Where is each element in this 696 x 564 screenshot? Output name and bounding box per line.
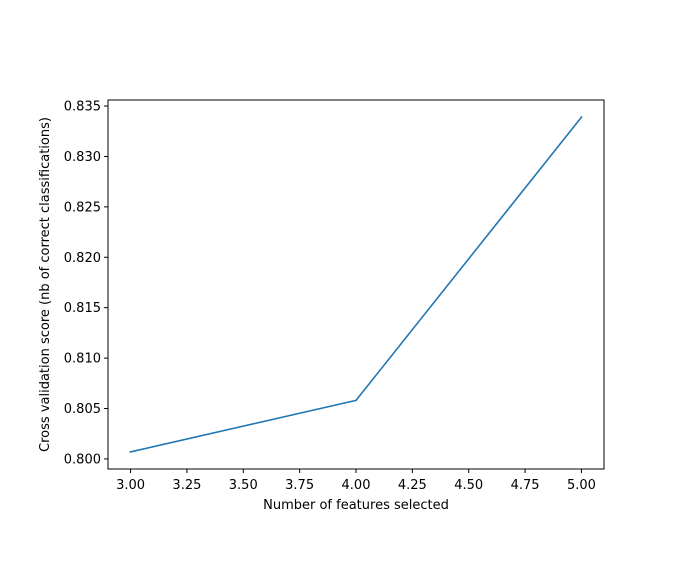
data-point: [355, 399, 357, 402]
x-axis-label: Number of features selected: [263, 498, 449, 513]
data-point: [129, 451, 132, 453]
y-axis: 0.800 0.805 0.810 0.815 0.820 0.825 0.830 0.835: [64, 100, 108, 467]
x-tick-label: 3.50: [229, 478, 258, 493]
x-tick-label: 4.25: [398, 478, 427, 493]
axes-frame: [107, 99, 605, 470]
x-tick-label: 4.50: [454, 478, 483, 493]
y-tick-label: 0.805: [64, 402, 101, 417]
x-tick-label: 5.00: [567, 478, 596, 493]
x-tick-label: 4.75: [511, 478, 540, 493]
y-tick-label: 0.835: [64, 100, 101, 115]
y-tick-label: 0.830: [64, 150, 101, 165]
y-tick-label: 0.810: [64, 352, 101, 367]
x-tick-label: 4.00: [342, 478, 371, 493]
plot-area: [107, 99, 605, 470]
x-tick-label: 3.75: [285, 478, 314, 493]
x-axis: 3.00 3.25 3.50 3.75 4.00 4.25 4.50 4.75 5.00: [116, 469, 596, 493]
y-tick-label: 0.800: [64, 452, 101, 467]
data-point: [580, 116, 583, 118]
y-tick-label: 0.815: [64, 301, 101, 316]
y-tick-label: 0.820: [64, 251, 101, 266]
x-tick-label: 3.00: [116, 478, 145, 493]
y-tick-label: 0.825: [64, 200, 101, 215]
series-group: [129, 115, 583, 453]
y-axis-label: Cross validation score (nb of correct cl…: [38, 117, 53, 452]
x-tick-label: 3.25: [172, 478, 201, 493]
